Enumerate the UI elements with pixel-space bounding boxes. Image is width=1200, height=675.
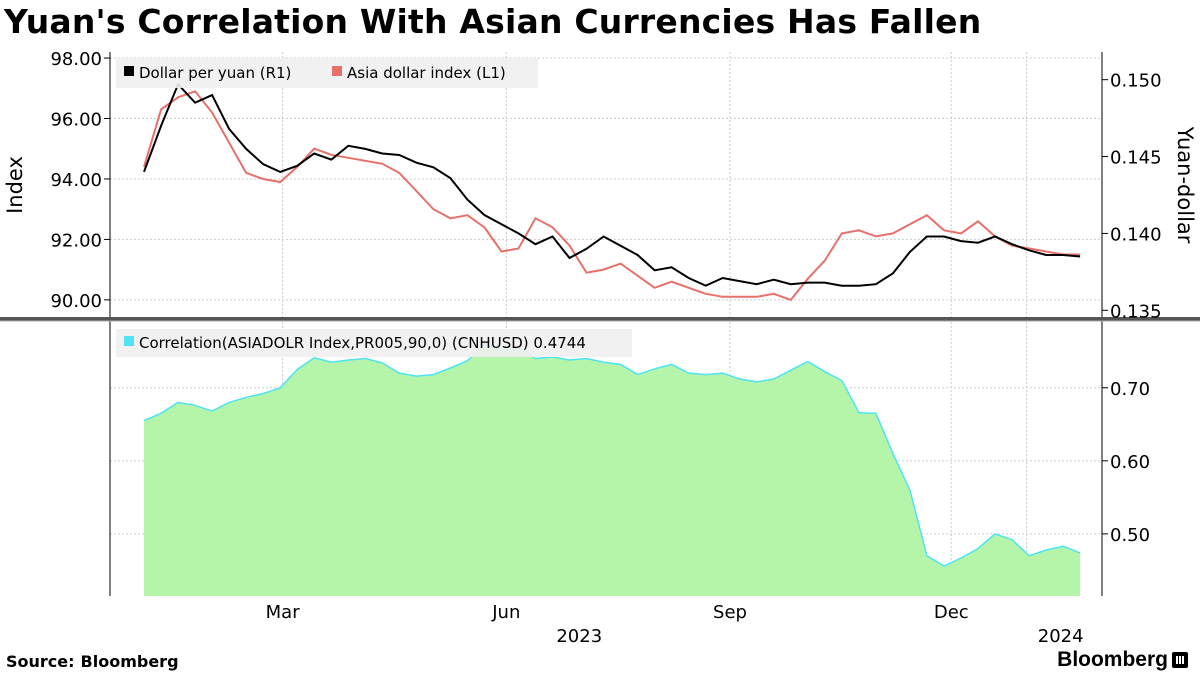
axes	[0, 52, 1200, 596]
top-legend: Dollar per yuan (R1) Asia dollar index (…	[116, 58, 538, 88]
legend-swatch-asia-dollar-index	[332, 66, 342, 76]
legend-label-asia-dollar-index: Asia dollar index (L1)	[347, 64, 506, 82]
legend-label-dollar-per-yuan: Dollar per yuan (R1)	[139, 64, 291, 82]
x-tick-label: Sep	[713, 602, 747, 623]
x-tick-label: Mar	[266, 602, 301, 623]
bloomberg-terminal-icon	[1172, 652, 1188, 668]
legend-label-correlation: Correlation(ASIADOLR Index,PR005,90,0) (…	[139, 334, 586, 352]
right-axis-ticks-top: 0.135 0.140 0.145 0.150	[1102, 71, 1162, 322]
left-tick-label: 98.00	[50, 49, 102, 70]
right-axis-label: Yuan-dollar	[1173, 126, 1197, 244]
legend-swatch-dollar-per-yuan	[124, 66, 134, 76]
correlation-line	[143, 343, 1081, 567]
asia-dollar-index-line	[143, 90, 1081, 302]
left-tick-label: 90.00	[50, 291, 102, 312]
x-axis-ticks: Mar Jun Sep Dec 2023 2024	[266, 602, 1084, 647]
legend-swatch-correlation	[124, 336, 134, 346]
bottom-legend: Correlation(ASIADOLR Index,PR005,90,0) (…	[116, 329, 632, 357]
x-tick-label: Jun	[491, 602, 520, 623]
left-axis-label: Index	[3, 156, 27, 214]
left-tick-label: 92.00	[50, 230, 102, 251]
right-tick-label: 0.150	[1110, 71, 1162, 92]
brand-name: Bloomberg	[1057, 648, 1168, 671]
brand-logo: Bloomberg	[1057, 648, 1188, 672]
source-value: Bloomberg	[80, 652, 179, 671]
dollar-per-yuan-line	[143, 82, 1081, 287]
panel-divider	[0, 317, 1200, 321]
x-year-label: 2024	[1038, 626, 1084, 647]
top-panel-grid	[110, 52, 1102, 318]
right-tick-label: 0.135	[1110, 301, 1162, 322]
right-tick-label-bottom: 0.60	[1110, 452, 1150, 473]
left-tick-label: 96.00	[50, 110, 102, 131]
chart-title: Yuan's Correlation With Asian Currencies…	[4, 2, 982, 41]
x-year-label: 2023	[556, 626, 602, 647]
right-axis-ticks-bottom: 0.50 0.60 0.70	[1102, 379, 1150, 546]
right-tick-label-bottom: 0.70	[1110, 379, 1150, 400]
source-note: Source: Bloomberg	[6, 652, 179, 671]
right-tick-label: 0.140	[1110, 224, 1162, 245]
x-tick-label: Dec	[934, 602, 969, 623]
right-tick-label: 0.145	[1110, 148, 1162, 169]
left-tick-label: 94.00	[50, 170, 102, 191]
correlation-area-fill	[144, 343, 1081, 596]
source-label: Source:	[6, 652, 75, 671]
left-axis-ticks: 90.00 92.00 94.00 96.00 98.00	[50, 49, 110, 312]
right-tick-label-bottom: 0.50	[1110, 525, 1150, 546]
